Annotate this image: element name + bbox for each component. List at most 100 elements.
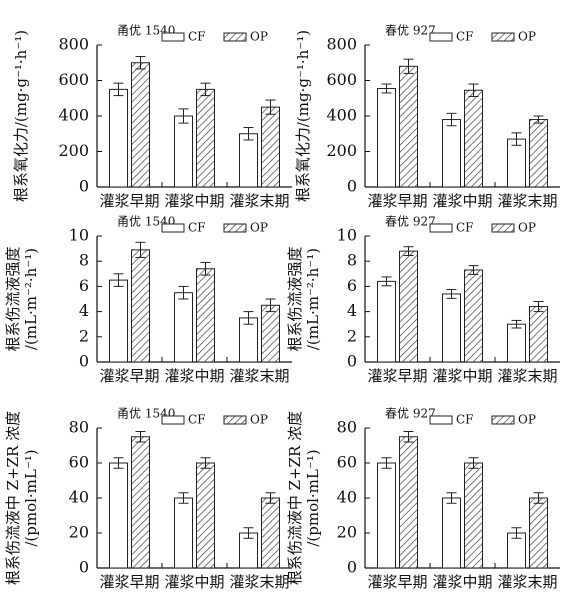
- y-tick-label: 800: [326, 35, 357, 54]
- y-axis-label: 根系伤流液强度: [4, 246, 22, 351]
- error-bar: [468, 83, 479, 97]
- legend-swatch: [223, 223, 247, 233]
- y-axis-label: 根系伤流液强度: [286, 246, 304, 351]
- error-bar: [178, 492, 189, 504]
- bar: [507, 323, 526, 363]
- y-tick-label: 600: [58, 70, 89, 89]
- y-tick-label: 10: [69, 226, 89, 245]
- error-bar: [381, 83, 392, 94]
- panel-title: 春优 927: [385, 24, 436, 38]
- bar: [399, 250, 418, 363]
- panel-title: 春优 927: [385, 407, 436, 421]
- legend-swatch: [223, 415, 247, 425]
- bar: [261, 304, 280, 363]
- y-tick-label: 200: [58, 141, 89, 160]
- y-tick-label: 8: [79, 251, 89, 270]
- y-tick-label: 6: [347, 276, 357, 295]
- y-tick-label: 4: [79, 301, 89, 320]
- bar: [109, 88, 128, 188]
- x-tick-label: 灌浆末期: [497, 367, 557, 385]
- error-bar: [200, 261, 211, 276]
- error-bar: [533, 301, 544, 313]
- x-tick-label: 灌浆中期: [432, 192, 492, 210]
- legend-label: OP: [518, 30, 536, 44]
- x-tick-label: 灌浆早期: [367, 367, 427, 385]
- error-bar: [403, 246, 414, 257]
- x-tick-label: 灌浆早期: [367, 573, 427, 591]
- bar: [464, 89, 483, 188]
- y-axis-label: /(pmol·mL⁻¹): [22, 449, 40, 546]
- x-tick-label: 灌浆末期: [497, 192, 557, 210]
- error-bar: [135, 431, 146, 443]
- y-tick-label: 600: [326, 70, 357, 89]
- x-tick-label: 灌浆中期: [164, 192, 224, 210]
- y-tick-label: 400: [326, 106, 357, 125]
- y-tick-label: 80: [69, 418, 89, 437]
- x-tick-label: 灌浆早期: [367, 192, 427, 210]
- error-bar: [113, 82, 124, 97]
- panel-title: 春优 927: [385, 215, 436, 229]
- legend-swatch: [161, 415, 185, 425]
- y-tick-label: 0: [347, 352, 357, 371]
- y-tick-label: 8: [347, 251, 357, 270]
- y-tick-label: 20: [69, 523, 89, 542]
- y-tick-label: 60: [337, 453, 357, 472]
- legend-label: CF: [188, 413, 206, 427]
- y-tick-label: 20: [337, 523, 357, 542]
- bar: [442, 497, 461, 569]
- panel-title: 甬优 1540: [117, 24, 175, 38]
- y-axis-label: /(mL·m⁻²·h⁻¹): [304, 248, 322, 350]
- legend-label: OP: [250, 413, 268, 427]
- error-bar: [113, 457, 124, 469]
- x-tick-label: 灌浆末期: [229, 367, 289, 385]
- bar: [377, 280, 396, 363]
- y-tick-label: 0: [347, 558, 357, 577]
- error-bar: [403, 58, 414, 74]
- error-bar: [135, 241, 146, 258]
- error-bar: [113, 273, 124, 287]
- error-bar: [243, 527, 254, 539]
- y-tick-label: 6: [79, 276, 89, 295]
- x-tick-label: 灌浆末期: [229, 192, 289, 210]
- y-tick-label: 0: [79, 177, 89, 196]
- y-tick-label: 400: [58, 106, 89, 125]
- error-bar: [243, 311, 254, 325]
- x-tick-label: 灌浆末期: [497, 573, 557, 591]
- error-bar: [511, 132, 522, 146]
- legend-label: OP: [518, 221, 536, 235]
- x-tick-label: 灌浆中期: [432, 573, 492, 591]
- bar: [109, 279, 128, 363]
- y-tick-label: 0: [79, 352, 89, 371]
- legend-swatch: [429, 223, 453, 233]
- error-bar: [381, 276, 392, 287]
- y-axis-label: 根系伤流液中 Z+ZR 浓度: [286, 411, 304, 585]
- error-bar: [178, 285, 189, 300]
- bar: [174, 115, 193, 188]
- legend-label: CF: [188, 30, 206, 44]
- error-bar: [468, 457, 479, 469]
- error-bar: [511, 319, 522, 329]
- error-bar: [533, 492, 544, 504]
- error-bar: [403, 431, 414, 443]
- legend-label: CF: [456, 413, 474, 427]
- bar: [174, 292, 193, 363]
- bar: [464, 462, 483, 569]
- y-tick-label: 200: [326, 141, 357, 160]
- error-bar: [200, 82, 211, 97]
- bar: [529, 119, 548, 188]
- y-tick-label: 800: [58, 35, 89, 54]
- y-tick-label: 4: [347, 301, 357, 320]
- bar: [442, 293, 461, 363]
- legend-label: CF: [456, 30, 474, 44]
- error-bar: [446, 492, 457, 504]
- bar: [442, 119, 461, 188]
- y-tick-label: 2: [79, 326, 89, 345]
- y-axis-label: 根系氧化力/(mg·g⁻¹·h⁻¹): [294, 30, 312, 202]
- legend-label: OP: [250, 221, 268, 235]
- legend-swatch: [161, 223, 185, 233]
- bar: [399, 436, 418, 569]
- x-tick-label: 灌浆中期: [164, 367, 224, 385]
- bar: [464, 269, 483, 363]
- x-tick-label: 灌浆末期: [229, 573, 289, 591]
